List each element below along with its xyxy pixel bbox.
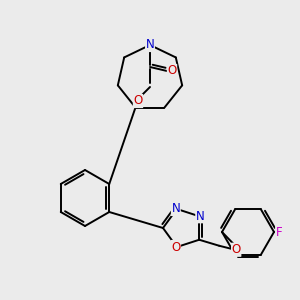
Text: O: O — [171, 241, 180, 254]
Text: O: O — [134, 94, 142, 107]
Text: N: N — [171, 202, 180, 215]
Text: N: N — [146, 38, 154, 52]
Text: F: F — [276, 226, 282, 238]
Text: N: N — [196, 210, 205, 223]
Text: O: O — [167, 64, 177, 77]
Text: O: O — [232, 243, 241, 256]
